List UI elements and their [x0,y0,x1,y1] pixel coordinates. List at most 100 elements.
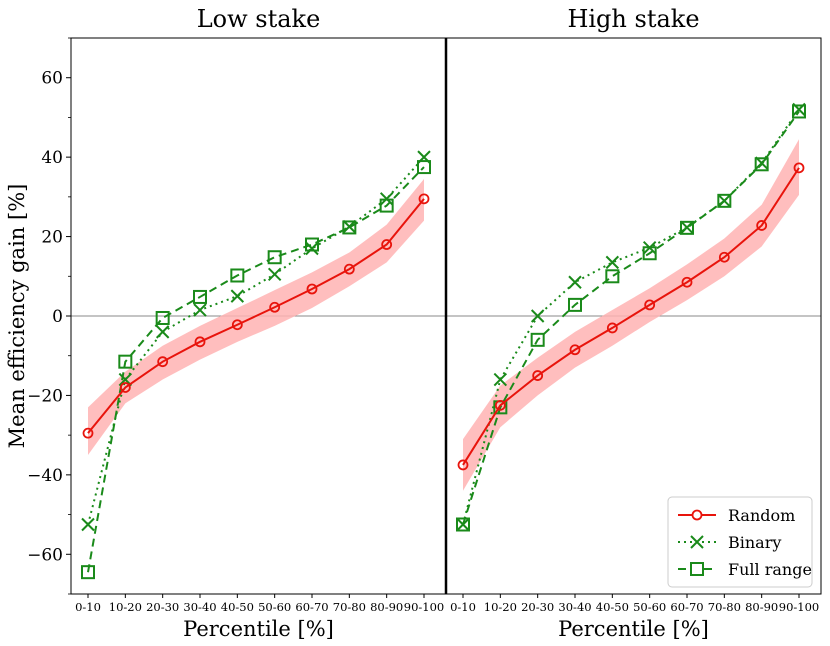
legend-marker [691,509,703,521]
legend-entry-full-range: Full range [678,560,812,579]
data-point [194,336,206,348]
data-point [155,310,170,325]
data-point [493,372,508,387]
x-tick-label: 90-100 [779,600,819,614]
data-point [605,269,620,284]
data-point [418,193,430,205]
data-point [379,198,394,213]
data-point [530,332,545,347]
legend-marker [690,535,704,549]
x-tick-label: 70-80 [708,600,741,614]
x-axis-label: Percentile [%] [183,617,334,641]
x-tick-label: 20-30 [146,600,179,614]
data-point [569,344,581,356]
x-tick-label: 10-20 [484,600,517,614]
data-point [118,354,133,369]
data-point [530,309,545,323]
panel-high-stake: High stake 0-10 10-20 20-30 30-40 40-50 50-60 6… [446,5,821,641]
data-point [267,267,282,282]
data-point [305,241,319,256]
data-point [157,356,169,368]
data-point [605,255,620,270]
x-tick-label: 70-80 [333,600,366,614]
legend: Random Binary Full range [667,496,813,588]
x-tick-label: 30-40 [558,600,591,614]
data-point [568,275,582,289]
random-confidence-band [463,139,799,491]
legend-entry-binary: Binary [678,533,781,552]
x-tick-label: 60-70 [670,600,703,614]
data-point [119,382,131,393]
data-point [230,289,245,303]
y-tick-label: −60 [27,545,63,565]
data-point [155,325,170,339]
data-point [231,319,243,331]
panel-title: High stake [567,5,699,33]
data-point [494,399,506,411]
data-point [642,246,657,261]
x-tick-label: 90-100 [404,600,444,614]
legend-label: Binary [728,533,781,552]
x-tick-label: 60-70 [295,600,328,614]
data-point [756,220,768,231]
data-point [456,517,470,532]
data-point [792,104,806,119]
data-point [82,427,94,439]
data-point [532,370,544,381]
data-point [681,276,693,288]
panel-low-stake: Low stake 0-10 10-20 20-30 30-40 40-50 50-60 60… [71,5,446,641]
x-tick-label: 40-50 [221,600,254,614]
y-axis-label: Mean efficiency gain [%] [5,184,29,449]
data-point [717,193,732,208]
series-random [457,162,805,471]
data-point [606,322,618,334]
series-line [462,110,800,525]
x-tick-label: 50-60 [633,600,666,614]
data-point [81,565,95,580]
legend-label: Full range [728,560,812,579]
y-tick-label: 0 [52,307,63,327]
data-point [343,263,355,275]
series-line [462,108,800,525]
data-point [793,162,805,174]
legend-entry-random: Random [678,506,795,525]
data-point [754,157,769,172]
x-tick-label: 0-10 [75,600,101,614]
y-tick-label: 40 [41,148,63,168]
series-line [87,166,425,573]
y-tick-label: 60 [41,69,63,89]
x-axis-label: Percentile [%] [558,617,709,641]
y-tick-label: 20 [41,228,63,248]
data-point [267,250,282,265]
x-tick-label: 50-60 [258,600,291,614]
series-line [87,198,425,434]
series-random [82,193,430,439]
x-tick-label: 40-50 [596,600,629,614]
data-point [193,303,207,317]
x-tick-label: 80-90 [370,600,403,614]
data-point [305,237,319,252]
y-tick-label: −20 [27,386,63,406]
data-point [193,289,207,304]
x-tick-label: 0-10 [450,600,476,614]
data-point [230,268,245,283]
data-point [306,283,318,295]
data-point [269,301,281,313]
x-tick-label: 20-30 [521,600,554,614]
x-tick-label: 30-40 [183,600,216,614]
legend-marker [690,562,704,576]
x-tick-label: 10-20 [109,600,142,614]
data-point [417,160,431,175]
series-full-range [81,160,431,580]
x-tick-label: 80-90 [745,600,778,614]
data-point [718,251,730,263]
data-point [568,297,582,312]
data-point [680,220,694,235]
legend-label: Random [728,506,795,525]
panel-title: Low stake [197,5,321,33]
series-full-range [456,104,806,532]
data-point [81,517,95,532]
data-point [644,299,656,311]
data-point [457,459,469,471]
